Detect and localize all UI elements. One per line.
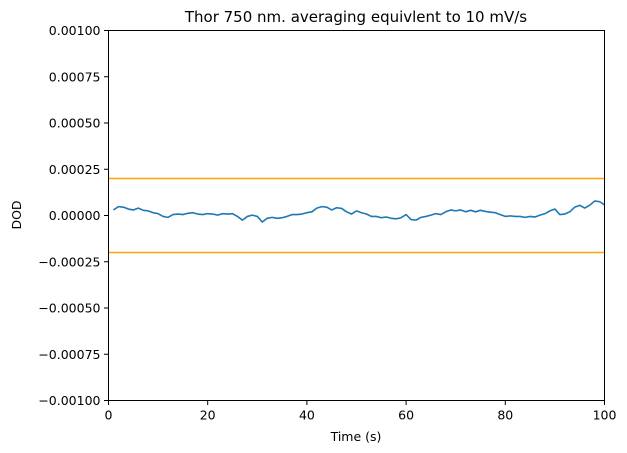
y-tick-label: −0.00075 [38,347,100,362]
y-tick-label: 0.00100 [49,23,101,38]
y-axis-label: DOD [9,200,24,229]
chart-title: Thor 750 nm. averaging equivlent to 10 m… [184,8,527,26]
y-tick-label: −0.00050 [38,301,100,316]
y-tick-label: 0.00075 [49,69,101,84]
x-tick-label: 80 [497,408,513,423]
y-tick-label: 0.00025 [49,162,101,177]
x-tick-label: 60 [398,408,414,423]
y-tick-label: 0.00000 [49,208,101,223]
x-tick-label: 40 [299,408,315,423]
y-axis-ticks: −0.00100 −0.00075 −0.00050 −0.00025 0.00000 0… [38,23,109,408]
x-tick-label: 100 [593,408,617,423]
x-tick-label: 0 [105,408,113,423]
plot-frame [108,30,605,401]
x-axis-ticks: 0 20 40 60 80 100 [105,400,617,423]
series-layer [108,177,605,254]
y-tick-label: −0.00100 [38,393,100,408]
y-tick-label: −0.00025 [38,254,100,269]
x-tick-label: 20 [200,408,216,423]
dod-signal-line [113,200,605,223]
y-tick-label: 0.00050 [49,116,101,131]
x-axis-label: Time (s) [330,429,382,444]
